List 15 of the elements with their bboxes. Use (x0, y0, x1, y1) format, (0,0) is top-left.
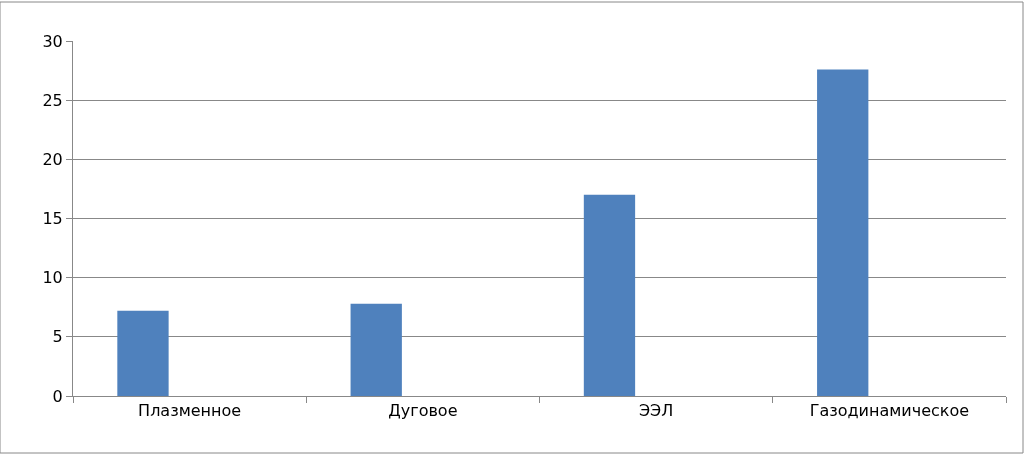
y-tick-label: 20 (42, 149, 63, 169)
bar (583, 194, 636, 396)
y-tick-label: 5 (52, 327, 63, 347)
y-tick-label: 25 (42, 90, 63, 110)
bar (117, 310, 169, 396)
x-tick-label: ЭЭЛ (638, 401, 674, 421)
bar (817, 69, 869, 396)
x-tick-label: Плазменное (138, 401, 242, 421)
x-tick-label: Газодинамическое (809, 401, 970, 421)
y-tick-label: 15 (42, 209, 63, 229)
y-tick-label: 0 (52, 386, 63, 406)
bar (350, 303, 402, 396)
y-tick-label: 30 (42, 31, 63, 51)
y-tick-label: 10 (42, 268, 63, 288)
x-tick-label: Дуговое (388, 401, 458, 421)
